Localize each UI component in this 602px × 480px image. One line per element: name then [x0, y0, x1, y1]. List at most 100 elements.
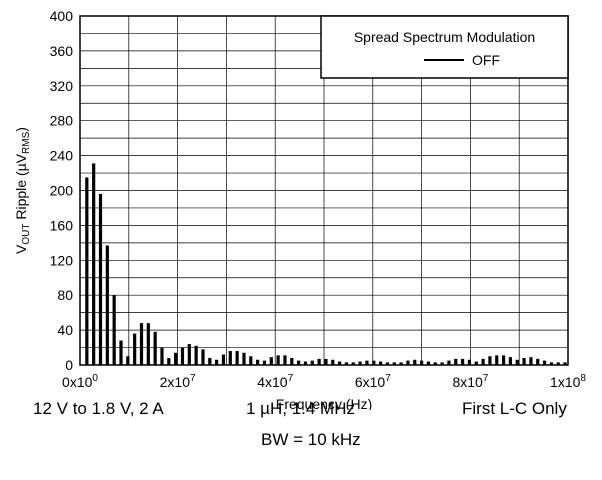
- legend-entry-off: OFF: [472, 52, 500, 68]
- data-bar: [501, 355, 506, 365]
- y-tick-label: 80: [57, 287, 73, 303]
- data-bar: [160, 347, 164, 365]
- y-tick-label: 320: [50, 78, 74, 94]
- data-bar: [563, 362, 567, 365]
- data-bar: [208, 358, 212, 365]
- data-bar: [180, 347, 185, 365]
- data-bar: [133, 333, 137, 365]
- data-bar: [385, 362, 390, 365]
- x-tick-label: 0x100: [62, 373, 98, 390]
- y-tick-label: 200: [50, 183, 74, 199]
- data-bar: [426, 361, 431, 365]
- data-bar: [283, 355, 287, 365]
- data-bar: [433, 362, 437, 365]
- data-bar: [440, 362, 444, 365]
- y-tick-label: 160: [50, 217, 74, 233]
- data-bar: [249, 356, 253, 365]
- data-bar: [467, 359, 472, 365]
- data-bar: [351, 362, 355, 365]
- data-bar: [515, 359, 519, 365]
- data-bar: [194, 345, 198, 365]
- data-bar: [85, 177, 89, 365]
- data-bar: [256, 359, 260, 365]
- data-bar: [481, 358, 485, 365]
- x-tick-label: 8x107: [452, 373, 488, 390]
- data-bar: [310, 360, 314, 365]
- y-tick-label: 120: [50, 252, 74, 268]
- data-bar: [338, 361, 342, 365]
- data-bar: [262, 360, 267, 365]
- data-bar: [331, 359, 335, 365]
- data-bar: [201, 349, 205, 365]
- data-bar: [344, 362, 349, 365]
- data-bar: [297, 360, 301, 365]
- data-bar: [228, 351, 232, 365]
- data-bar: [276, 355, 280, 365]
- data-bar: [392, 362, 396, 365]
- data-bar: [146, 323, 150, 365]
- caption-conditions: 12 V to 1.8 V, 2 A: [33, 399, 164, 418]
- data-bar: [529, 357, 533, 365]
- data-bar: [460, 358, 465, 365]
- y-tick-label: 280: [50, 113, 74, 129]
- chart: 0 40 80 120 160 200 240 280 320 360 400 0x100 2x107…: [13, 8, 586, 410]
- x-tick-label: 2x107: [160, 373, 196, 390]
- data-bar: [139, 323, 144, 365]
- x-axis-ticks: 0x100 2x107 4x107 6x107 8x107 1x108: [62, 373, 586, 390]
- data-bar: [92, 163, 96, 365]
- data-bar: [187, 344, 191, 365]
- data-bar: [358, 361, 362, 365]
- data-series-off: [85, 163, 567, 365]
- data-bar: [454, 358, 458, 365]
- data-bar: [167, 358, 171, 365]
- data-bar: [221, 354, 226, 365]
- y-tick-label: 400: [50, 8, 74, 24]
- data-bar: [542, 360, 547, 365]
- y-tick-label: 240: [50, 148, 74, 164]
- data-bar: [399, 362, 403, 365]
- data-bar: [303, 361, 308, 365]
- data-bar: [522, 358, 526, 365]
- data-bar: [324, 358, 328, 365]
- data-bar: [98, 193, 103, 365]
- data-bar: [365, 360, 369, 365]
- data-bar: [317, 358, 321, 365]
- data-bar: [235, 351, 239, 365]
- x-tick-label: 4x107: [257, 373, 293, 390]
- data-bar: [556, 362, 560, 365]
- data-bar: [215, 359, 219, 365]
- data-bar: [112, 295, 116, 365]
- data-bar: [420, 360, 424, 365]
- data-bar: [536, 358, 540, 365]
- y-tick-label: 40: [57, 322, 73, 338]
- data-bar: [119, 340, 123, 365]
- legend-title: Spread Spectrum Modulation: [354, 29, 535, 45]
- legend: Spread Spectrum Modulation OFF: [320, 15, 569, 79]
- x-axis-label: Frequency (Hz): [276, 396, 372, 410]
- data-bar: [508, 357, 513, 365]
- y-axis-label: VOUT Ripple (µVRMS): [13, 127, 32, 254]
- data-bar: [406, 360, 410, 365]
- data-bar: [447, 360, 451, 365]
- y-tick-label: 360: [50, 43, 74, 59]
- caption-filter: First L-C Only: [462, 399, 567, 418]
- data-bar: [174, 352, 178, 365]
- data-bar: [488, 356, 492, 365]
- caption-bandwidth: BW = 10 kHz: [261, 430, 361, 449]
- data-bar: [105, 245, 109, 365]
- data-bar: [474, 361, 478, 365]
- y-tick-label: 0: [65, 357, 73, 373]
- data-bar: [153, 331, 157, 365]
- data-bar: [549, 362, 554, 365]
- x-tick-label: 6x107: [355, 373, 391, 390]
- caption-inductor: 1 µH, 1.4 MHz: [246, 399, 355, 418]
- data-bar: [372, 360, 376, 365]
- data-bar: [413, 359, 417, 365]
- data-bar: [242, 352, 246, 365]
- legend-box: [320, 15, 569, 79]
- y-axis-ticks: 0 40 80 120 160 200 240 280 320 360 400: [50, 8, 74, 373]
- x-tick-label: 1x108: [550, 373, 586, 390]
- data-bar: [290, 358, 294, 365]
- data-bar: [269, 357, 273, 365]
- data-bar: [126, 356, 130, 365]
